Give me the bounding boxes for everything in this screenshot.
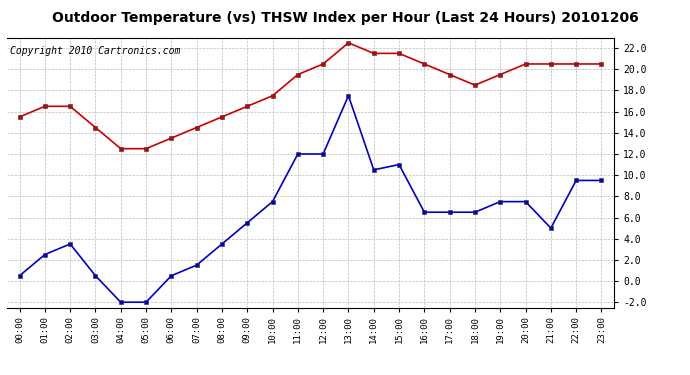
Text: Copyright 2010 Cartronics.com: Copyright 2010 Cartronics.com (10, 46, 180, 56)
Text: Outdoor Temperature (vs) THSW Index per Hour (Last 24 Hours) 20101206: Outdoor Temperature (vs) THSW Index per … (52, 11, 638, 25)
